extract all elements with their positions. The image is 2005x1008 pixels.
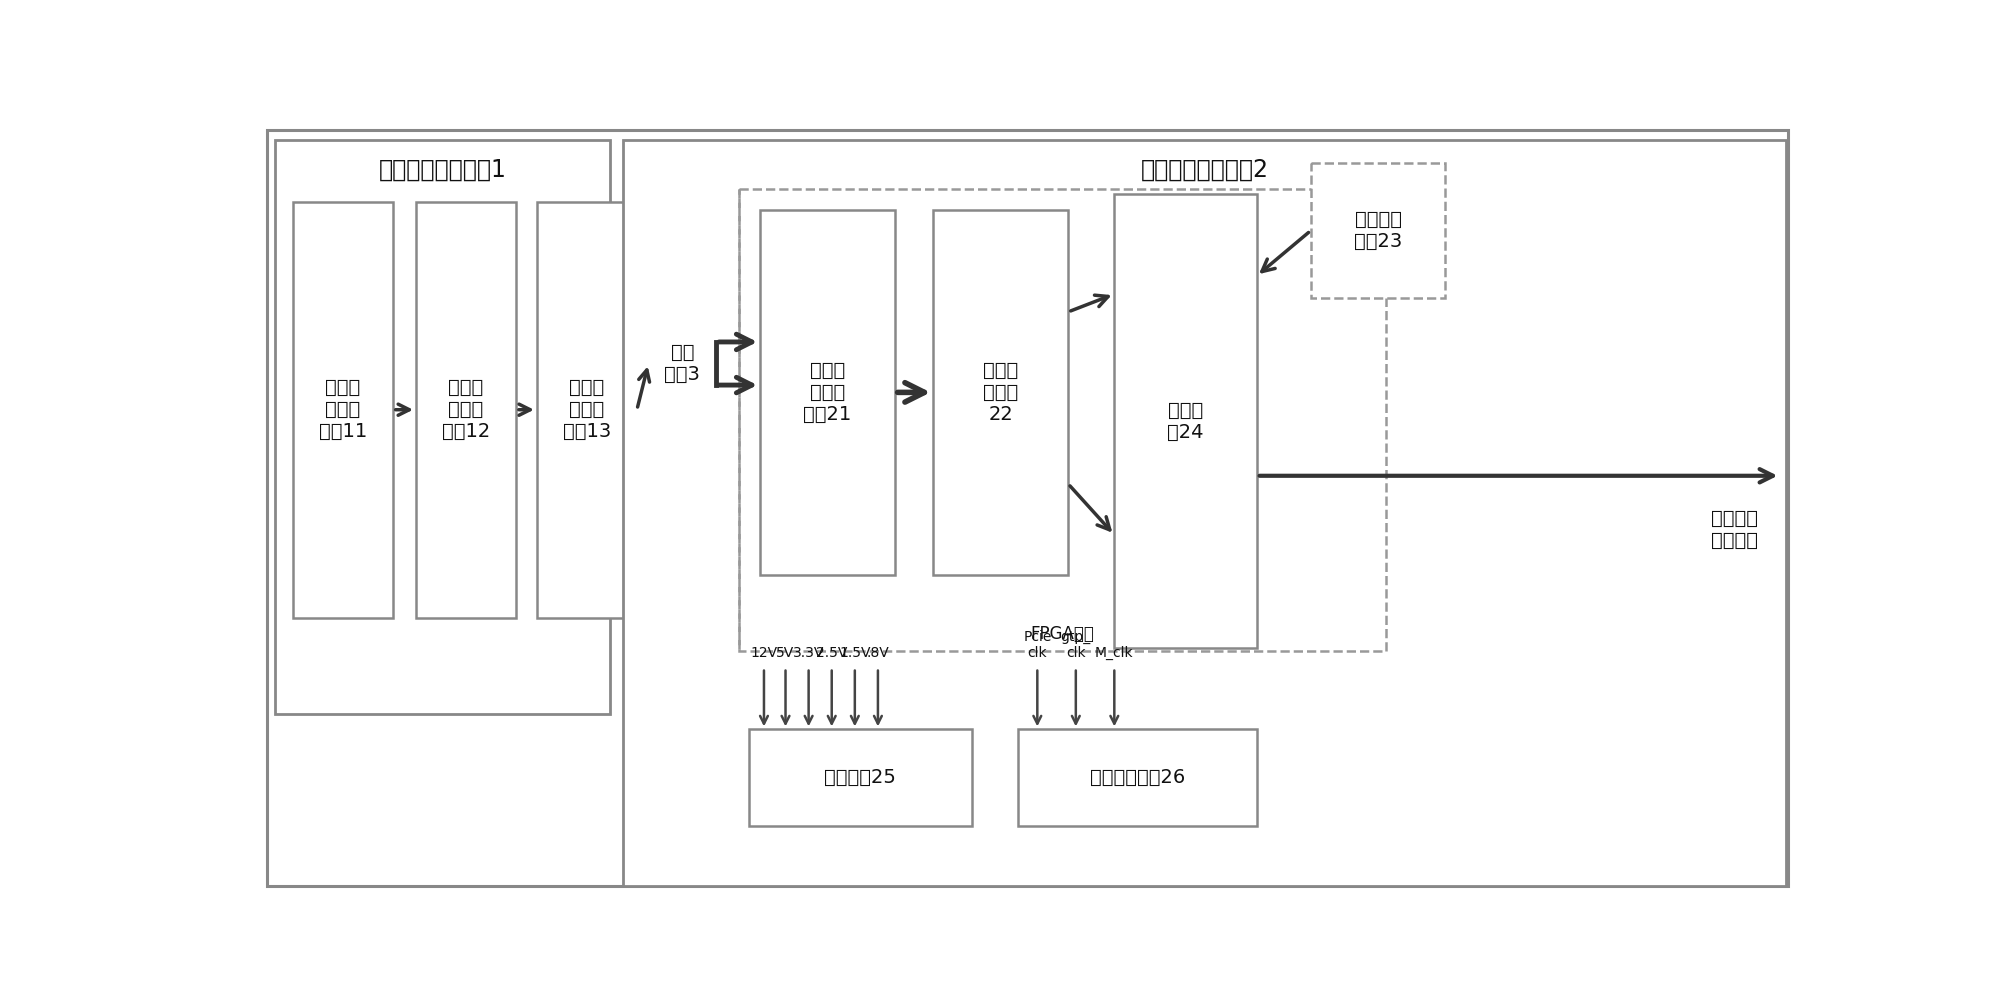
Text: Pcie
clk: Pcie clk: [1023, 630, 1051, 660]
Text: 链路仿真
误码图案: 链路仿真 误码图案: [1710, 509, 1756, 550]
Text: 误码特
性仿真
模块12: 误码特 性仿真 模块12: [441, 378, 489, 442]
Text: 5V: 5V: [776, 646, 794, 660]
Bar: [415, 202, 515, 618]
Bar: [740, 188, 1385, 651]
Text: 时钟分配电路26: 时钟分配电路26: [1089, 768, 1185, 787]
Bar: [748, 729, 970, 826]
Text: 实时信道模拟装置2: 实时信道模拟装置2: [1139, 157, 1267, 181]
Text: 3.3V: 3.3V: [792, 646, 824, 660]
Text: M_clk: M_clk: [1095, 646, 1133, 660]
Bar: [537, 202, 638, 618]
Text: 12V: 12V: [750, 646, 778, 660]
Bar: [275, 140, 610, 714]
Bar: [1019, 729, 1257, 826]
Text: 电源电路25: 电源电路25: [824, 768, 896, 787]
Text: .8V: .8V: [866, 646, 888, 660]
Text: 仿真参
数设置
模块11: 仿真参 数设置 模块11: [319, 378, 367, 442]
Text: 收发单
元24: 收发单 元24: [1167, 401, 1203, 442]
Text: 无误码数
据源23: 无误码数 据源23: [1353, 211, 1401, 251]
Bar: [1309, 163, 1446, 298]
Text: 实时信道控制装置1: 实时信道控制装置1: [379, 157, 505, 181]
Bar: [1113, 195, 1257, 648]
Text: FPGA芯片: FPGA芯片: [1031, 625, 1095, 643]
Bar: [932, 210, 1067, 576]
Text: 通信
接口3: 通信 接口3: [664, 343, 700, 384]
Bar: [624, 140, 1784, 886]
Bar: [760, 210, 894, 576]
Bar: [293, 202, 393, 618]
Text: 1.5V: 1.5V: [838, 646, 870, 660]
Text: 2.5V: 2.5V: [816, 646, 846, 660]
Text: 误码阈
值计算
模块13: 误码阈 值计算 模块13: [563, 378, 612, 442]
Bar: [648, 279, 716, 449]
Text: 信道特
性产生
模块21: 信道特 性产生 模块21: [802, 361, 852, 424]
Text: gtp_
clk: gtp_ clk: [1061, 630, 1091, 660]
Text: 误码叠
加模块
22: 误码叠 加模块 22: [982, 361, 1019, 424]
